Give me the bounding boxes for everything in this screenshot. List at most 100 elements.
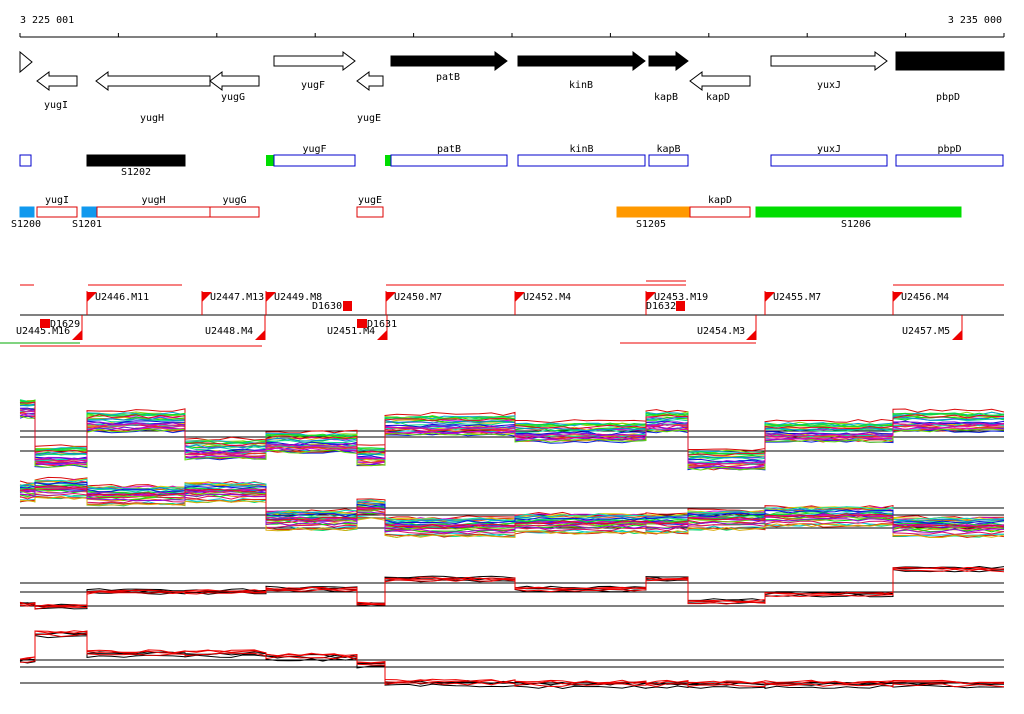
gene-label: yugF [301, 80, 325, 91]
feature-box [517, 154, 646, 167]
gene-arrow [356, 71, 384, 91]
expression-profile [19, 408, 1005, 465]
site-box [357, 319, 367, 328]
site-flag [746, 330, 756, 340]
site-label: U2448.M4 [205, 326, 253, 337]
gene-arrow [273, 51, 356, 71]
site-box [343, 301, 352, 311]
gene-label: yugI [44, 100, 68, 111]
expression-profile [19, 482, 1005, 523]
expression-profile [19, 630, 1005, 685]
feature-label: patB [437, 144, 461, 155]
feature-box [895, 154, 1004, 167]
feature-label: S1206 [841, 219, 871, 230]
gene-label: kinB [569, 80, 593, 91]
gene-arrow [390, 51, 508, 71]
feature-label: kapD [708, 195, 732, 206]
expression-profile [19, 399, 1005, 452]
site-label: D1629 [50, 319, 80, 330]
expression-profile [19, 495, 1005, 538]
feature-label: yugH [141, 195, 165, 206]
site-label: U2451.M4 [327, 326, 375, 337]
expression-profile [19, 485, 1005, 528]
gene-label: patB [436, 72, 460, 83]
expression-profile [19, 480, 1005, 523]
gene-arrow [209, 71, 260, 91]
feature-box [36, 206, 78, 218]
expression-profile [19, 408, 1005, 465]
site-flag [646, 292, 656, 302]
expression-profile [19, 401, 1004, 456]
site-label: D1630 [312, 301, 342, 312]
site-flag [202, 292, 212, 302]
feature-label: yugG [222, 195, 246, 206]
gene-arrow [19, 50, 33, 74]
site-flag [266, 292, 276, 302]
expression-profile [19, 569, 1005, 610]
feature-box [755, 206, 962, 218]
site-label: U2454.M3 [697, 326, 745, 337]
feature-box [770, 154, 888, 167]
feature-label: S1201 [72, 219, 102, 230]
site-label: U2455.M7 [773, 292, 821, 303]
site-label: U2446.M11 [95, 292, 149, 303]
feature-box [390, 154, 508, 167]
gene-arrow [95, 71, 211, 91]
feature-label: yugE [358, 195, 382, 206]
gene-label: yuxJ [817, 80, 841, 91]
feature-label: yugF [302, 144, 326, 155]
site-label: U2450.M7 [394, 292, 442, 303]
feature-box [616, 206, 691, 218]
site-label: U2452.M4 [523, 292, 571, 303]
site-flag [72, 330, 82, 340]
site-label: U2447.M13 [210, 292, 264, 303]
feature-box [96, 206, 211, 218]
expression-profile [19, 481, 1005, 525]
ruler-start: 3 225 001 [20, 15, 74, 26]
feature-box [19, 206, 35, 218]
site-label: U2456.M4 [901, 292, 949, 303]
ruler-end: 3 235 000 [948, 15, 1002, 26]
expression-profile [19, 567, 1005, 608]
site-flag [255, 330, 265, 340]
expression-profile [19, 409, 1005, 465]
site-label: U2457.M5 [902, 326, 950, 337]
site-flag [893, 292, 903, 302]
site-flag [952, 330, 962, 340]
feature-label: S1205 [636, 219, 666, 230]
expression-profile [19, 485, 1005, 529]
site-flag [765, 292, 775, 302]
gene-arrow [517, 51, 646, 71]
gene-label: yugH [140, 113, 164, 124]
site-label: U2445.M16 [16, 326, 70, 337]
feature-label: S1202 [121, 167, 151, 178]
expression-profile [19, 566, 1005, 608]
site-label: U2449.M8 [274, 292, 322, 303]
site-flag [377, 330, 387, 340]
feature-label: yuxJ [817, 144, 841, 155]
gene-label: kapD [706, 92, 730, 103]
expression-profile [19, 403, 1005, 460]
site-label: D1632 [646, 301, 676, 312]
feature-cap [266, 155, 274, 166]
site-flag [87, 292, 97, 302]
expression-profile [19, 630, 1005, 685]
gene-label: yugG [221, 92, 245, 103]
expression-profile [19, 401, 1005, 456]
gene-arrow [689, 71, 751, 91]
expression-profile [19, 407, 1005, 463]
feature-box [209, 206, 260, 218]
feature-box [648, 154, 689, 167]
site-label: D1631 [367, 319, 397, 330]
expression-profile [19, 478, 1005, 522]
site-box [40, 319, 50, 328]
feature-box [689, 206, 751, 218]
expression-profile [19, 568, 1005, 610]
expression-profile [19, 415, 1005, 471]
expression-profile [19, 566, 1005, 608]
expression-profile [19, 565, 1005, 607]
feature-label: pbpD [937, 144, 961, 155]
expression-profile [19, 404, 1005, 461]
